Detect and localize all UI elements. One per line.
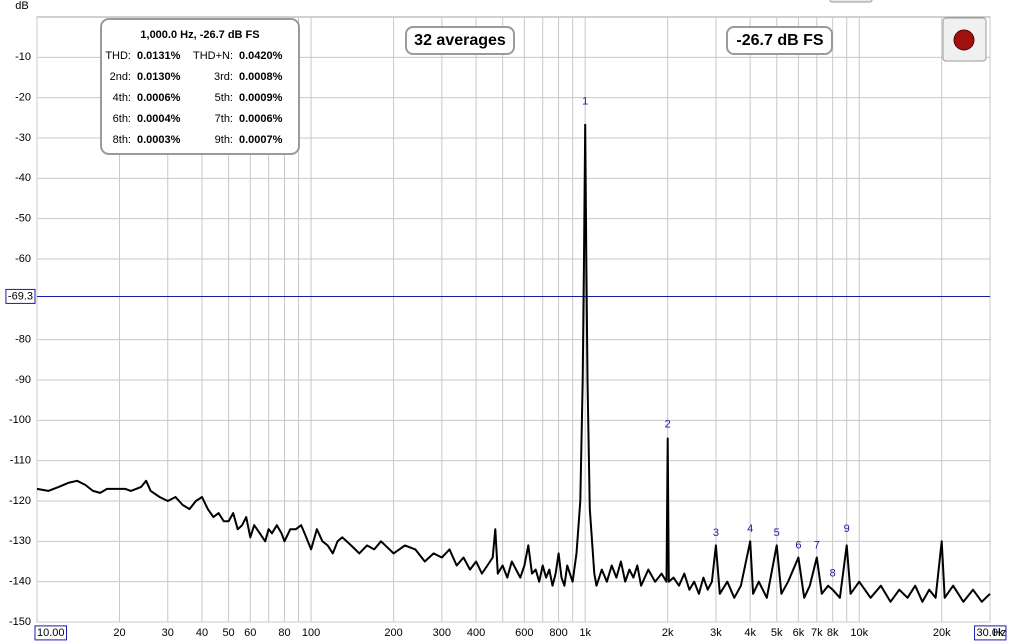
info-value: 0.0003% <box>137 134 181 146</box>
info-value: 0.0130% <box>137 71 181 83</box>
x-tick-label: 100 <box>302 627 320 639</box>
y-tick-label: -40 <box>15 172 31 184</box>
y-tick-label: -20 <box>15 92 31 104</box>
info-value: 0.0006% <box>239 113 283 125</box>
x-tick-label: 3k <box>710 627 722 639</box>
info-label: 6th: <box>113 113 131 125</box>
y-tick-label: -140 <box>9 576 31 588</box>
info-label: 4th: <box>113 92 131 104</box>
x-tick-label: 400 <box>467 627 485 639</box>
x-tick-label: 7k <box>811 627 823 639</box>
info-value: 0.0004% <box>137 113 181 125</box>
harmonic-marker: 3 <box>713 527 719 539</box>
spectrum-line <box>36 123 991 603</box>
x-tick-label: 40 <box>196 627 208 639</box>
harmonic-marker: 4 <box>747 523 753 535</box>
harmonic-marker: 1 <box>582 96 588 108</box>
info-value: 0.0008% <box>239 71 283 83</box>
x-tick-label: 200 <box>384 627 402 639</box>
harmonic-marker: 2 <box>665 418 671 430</box>
harmonic-marker: 8 <box>830 568 836 580</box>
y-tick-label: -80 <box>15 334 31 346</box>
y-tick-label: -30 <box>15 132 31 144</box>
info-title: 1,000.0 Hz, -26.7 dB FS <box>140 29 259 41</box>
x-tick-label: 80 <box>278 627 290 639</box>
info-label: THD: <box>105 50 131 62</box>
info-label: 8th: <box>113 134 131 146</box>
record-button[interactable] <box>942 17 987 62</box>
info-label: 9th: <box>215 134 233 146</box>
x-tick-label: 10.00 <box>37 627 65 639</box>
y-tick-label: -10 <box>15 51 31 63</box>
x-tick-label: 10k <box>850 627 868 639</box>
y-tick-label: -120 <box>9 495 31 507</box>
y-tick-label: -100 <box>9 414 31 426</box>
x-tick-label: 20k <box>933 627 951 639</box>
toolbar-button[interactable] <box>829 0 873 3</box>
info-label: 5th: <box>215 92 233 104</box>
info-label: 7th: <box>215 113 233 125</box>
averages-badge-box <box>405 26 515 55</box>
overlay: 1,000.0 Hz, -26.7 dB FS 32 averages -26.… <box>100 17 987 155</box>
harmonic-marker: 7 <box>814 539 820 551</box>
level-badge-box <box>726 26 833 55</box>
x-tick-label: 300 <box>433 627 451 639</box>
cursor-label: -69.3 <box>8 290 33 302</box>
x-tick-label: 1k <box>579 627 591 639</box>
info-label: 3rd: <box>214 71 233 83</box>
y-tick-label: -50 <box>15 213 31 225</box>
x-tick-label: 5k <box>771 627 783 639</box>
harmonic-marker: 6 <box>795 539 801 551</box>
info-value: 0.0131% <box>137 50 181 62</box>
info-box <box>100 18 300 155</box>
record-icon[interactable] <box>953 29 975 51</box>
info-value: 0.0009% <box>239 92 283 104</box>
y-tick-label: -130 <box>9 535 31 547</box>
x-tick-label: 30.0k <box>977 627 1004 639</box>
x-tick-box <box>34 625 68 641</box>
x-tick-label: 60 <box>244 627 256 639</box>
x-tick-label: 2k <box>662 627 674 639</box>
x-tick-label: 6k <box>793 627 805 639</box>
y-tick-label: -60 <box>15 253 31 265</box>
x-tick-label: 600 <box>515 627 533 639</box>
x-tick-label: 30 <box>162 627 174 639</box>
info-value: 0.0006% <box>137 92 181 104</box>
harmonic-marker: 9 <box>844 523 850 535</box>
y-tick-label: -150 <box>9 616 31 628</box>
x-axis-label: Hz <box>993 627 1006 639</box>
x-tick-box <box>974 625 1007 641</box>
cursor-label-box <box>5 288 36 304</box>
info-label: THD+N: <box>193 50 233 62</box>
y-tick-label: -110 <box>10 455 31 467</box>
harmonic-marker: 5 <box>774 527 780 539</box>
info-value: 0.0007% <box>239 134 283 146</box>
y-axis-label: dB <box>15 0 28 12</box>
x-tick-label: 4k <box>744 627 756 639</box>
info-label: 2nd: <box>110 71 131 83</box>
x-tick-label: 8k <box>827 627 839 639</box>
x-tick-label: 800 <box>549 627 567 639</box>
info-value: 0.0420% <box>239 50 283 62</box>
y-tick-label: -90 <box>15 374 31 386</box>
x-tick-label: 50 <box>222 627 234 639</box>
x-tick-label: 20 <box>113 627 125 639</box>
averages-badge: 32 averages <box>414 32 506 49</box>
level-badge: -26.7 dB FS <box>736 32 823 49</box>
